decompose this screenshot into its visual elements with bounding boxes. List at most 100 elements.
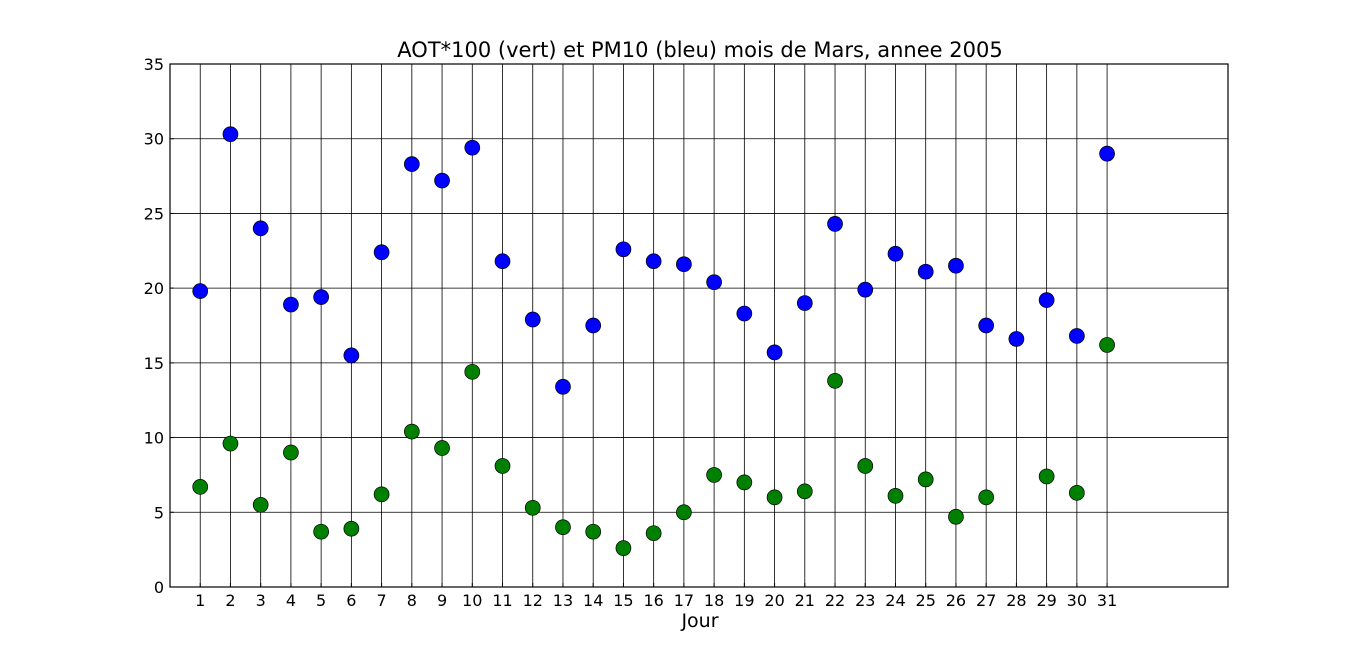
data-point [948, 257, 964, 274]
y-tick-label: 35 [144, 55, 164, 74]
grid-lines [170, 64, 1228, 587]
data-point [494, 253, 511, 270]
data-point [252, 496, 269, 513]
data-point [676, 256, 692, 273]
y-tick-label: 30 [144, 130, 164, 149]
data-point [283, 296, 299, 313]
data-point [192, 479, 209, 495]
y-tick-label: 15 [144, 354, 164, 373]
data-point [555, 519, 571, 536]
data-point [1069, 485, 1085, 501]
data-point [978, 317, 995, 334]
axis-ticks: 1 2 3 4 5 6 7 8 9 10 11 12 13 14 15 16 17 18 19 20 21 22 23 24 2… [144, 55, 1118, 610]
data-point [887, 245, 904, 262]
data-point [766, 489, 783, 506]
chart-title: AOT*100 (vert) et PM10 (bleu) mois de Ma… [397, 38, 1002, 62]
x-tick-label: 2 [225, 591, 235, 610]
data-point [857, 458, 874, 474]
data-point [313, 289, 329, 305]
x-tick-label: 6 [346, 591, 356, 610]
data-point [585, 317, 602, 334]
x-tick-label: 7 [377, 591, 387, 610]
data-point [1038, 292, 1055, 308]
data-point [796, 295, 813, 311]
data-point [192, 283, 209, 299]
data-point [283, 444, 299, 461]
data-point [645, 253, 662, 270]
data-point [615, 241, 632, 258]
data-point [917, 263, 934, 280]
data-point [222, 435, 239, 452]
x-tick-label: 10 [462, 591, 482, 610]
x-tick-label: 19 [734, 591, 754, 610]
data-point [403, 156, 420, 172]
plot-frame [169, 63, 1229, 588]
data-point [917, 471, 934, 488]
y-tick-label: 10 [144, 429, 164, 448]
data-point [706, 467, 722, 483]
x-tick-label: 20 [764, 591, 784, 610]
data-point [857, 281, 874, 298]
data-point [978, 489, 995, 506]
data-point [796, 483, 813, 500]
data-point [615, 540, 632, 556]
x-tick-label: 23 [855, 591, 875, 610]
y-tick-label: 25 [144, 204, 164, 223]
data-point [1038, 468, 1055, 485]
data-points [192, 126, 1115, 556]
x-tick-label: 9 [437, 591, 447, 610]
x-tick-label: 24 [885, 591, 905, 610]
data-point [948, 508, 964, 525]
x-tick-label: 1 [195, 591, 205, 610]
data-point [555, 378, 571, 395]
x-tick-label: 13 [553, 591, 573, 610]
data-point [313, 523, 329, 540]
x-tick-label: 3 [256, 591, 266, 610]
data-point [403, 423, 420, 440]
data-point [827, 216, 843, 232]
data-point [887, 487, 904, 504]
data-point [524, 311, 541, 328]
x-axis-label: Jour [680, 610, 718, 632]
x-tick-label: 30 [1067, 591, 1087, 610]
y-tick-label: 20 [144, 279, 164, 298]
data-point [464, 139, 481, 156]
data-point [373, 244, 390, 261]
data-point [736, 474, 753, 491]
data-point [1008, 331, 1025, 347]
data-point [222, 126, 239, 143]
x-tick-label: 8 [407, 591, 417, 610]
data-point [343, 347, 360, 364]
data-point [373, 486, 390, 503]
data-point [343, 520, 360, 537]
x-tick-label: 29 [1036, 591, 1056, 610]
data-point [464, 363, 481, 380]
data-point [252, 220, 269, 237]
x-tick-label: 17 [674, 591, 694, 610]
x-tick-label: 12 [523, 591, 543, 610]
x-tick-label: 25 [916, 591, 936, 610]
data-point [766, 344, 783, 361]
data-point [676, 504, 692, 521]
data-point [706, 274, 722, 291]
data-point [585, 523, 602, 540]
x-tick-label: 11 [492, 591, 512, 610]
data-point [494, 458, 511, 474]
x-tick-label: 26 [946, 591, 966, 610]
data-point [1069, 328, 1085, 344]
x-tick-label: 16 [643, 591, 663, 610]
x-tick-label: 14 [583, 591, 603, 610]
data-point [645, 525, 662, 542]
data-point [827, 372, 843, 389]
x-tick-label: 4 [286, 591, 296, 610]
data-point [1099, 145, 1115, 162]
x-tick-label: 18 [704, 591, 724, 610]
data-point [1099, 337, 1115, 353]
data-point [434, 172, 450, 189]
data-point [736, 305, 753, 322]
y-tick-label: 5 [154, 503, 164, 522]
data-point [434, 440, 450, 456]
y-tick-label: 0 [154, 578, 164, 597]
x-tick-label: 27 [976, 591, 996, 610]
